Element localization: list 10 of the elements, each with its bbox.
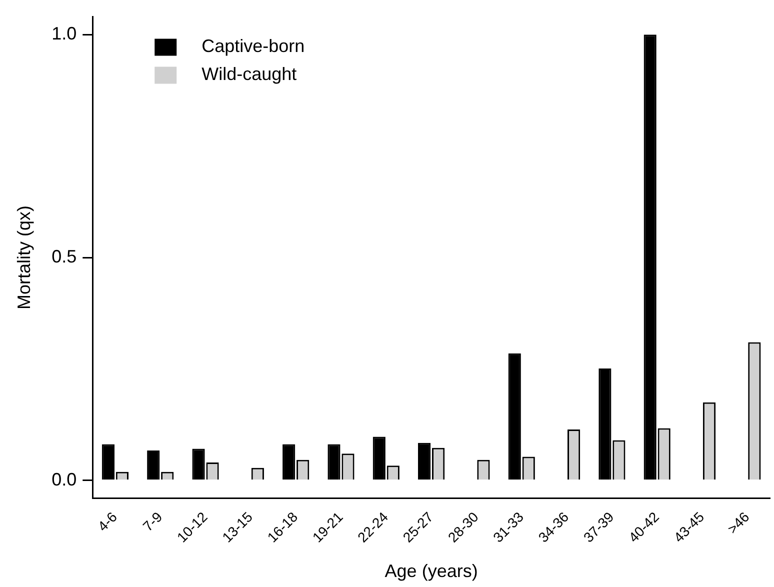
y-axis-title: Mortality (qx) [14, 205, 34, 310]
y-tick-label: 1.0 [52, 24, 77, 44]
y-tick-label: 0.5 [52, 246, 77, 266]
x-tick-label: >46 [724, 508, 752, 537]
legend-label: Captive-born [202, 36, 305, 56]
x-tick-label: 4-6 [94, 508, 120, 534]
y-tick-label: 0.0 [52, 469, 77, 490]
x-tick-label: 7-9 [140, 508, 166, 534]
x-axis-title: Age (years) [384, 561, 478, 582]
legend-label: Wild-caught [202, 64, 297, 84]
